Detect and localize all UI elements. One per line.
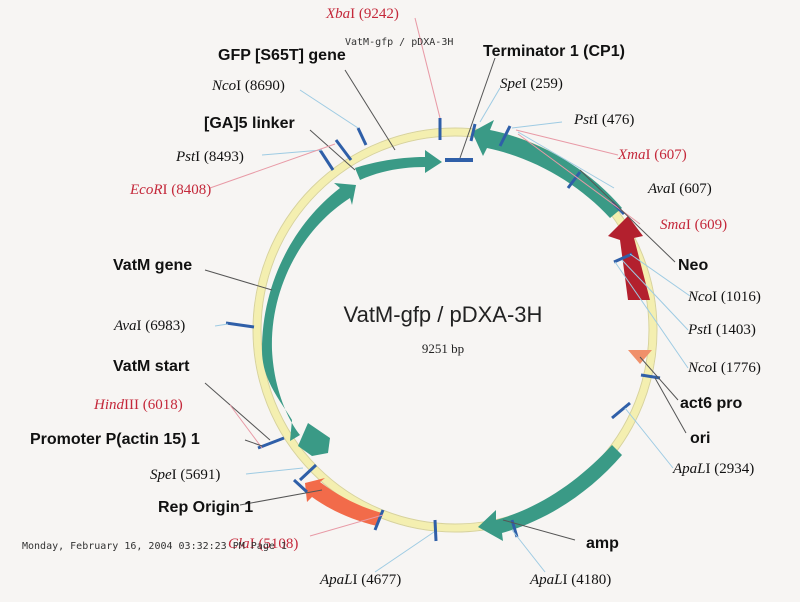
site-label-ncoi-8690: NcoI (8690): [211, 78, 285, 94]
plasmid-name: VatM-gfp / pDXA-3H: [344, 302, 543, 327]
site-ticks: [225, 118, 661, 542]
site-label-avai-607: AvaI (607): [647, 181, 712, 197]
map-header: VatM-gfp / pDXA-3H: [345, 37, 453, 48]
site-label-ecori: EcoRI (8408): [129, 182, 211, 198]
site-label-apali-4677: ApaLI (4677): [319, 572, 401, 588]
arc-top-right: [472, 120, 622, 218]
arc-terminator: [445, 158, 473, 162]
feature-label-promoter: Promoter P(actin 15) 1: [30, 431, 200, 448]
arc-gfp: [355, 150, 442, 180]
feature-label-neo: Neo: [678, 257, 708, 274]
site-label-ncoi-1016: NcoI (1016): [687, 289, 761, 305]
feature-arcs: [262, 120, 652, 541]
plasmid-backbone: [253, 128, 657, 532]
site-label-clai: ClaI (5108): [228, 536, 298, 552]
site-label-spei-5691: SpeI (5691): [150, 467, 220, 483]
feature-label-vatm-gene: VatM gene: [113, 257, 192, 274]
site-label-xbai: XbaI (9242): [325, 6, 399, 22]
arc-rep: [305, 478, 382, 526]
site-label-smai: SmaI (609): [660, 217, 727, 233]
site-label-psti-476: PstI (476): [573, 112, 634, 128]
feature-label-amp: amp: [586, 535, 619, 552]
print-timestamp: Monday, February 16, 2004 03:32:23 PM Pa…: [22, 541, 287, 552]
feature-label-rep-origin: Rep Origin 1: [158, 499, 253, 516]
arc-amp: [478, 445, 622, 541]
site-label-psti-8493: PstI (8493): [175, 149, 244, 165]
feature-label-act6-pro: act6 pro: [680, 395, 742, 412]
plasmid-size: 9251 bp: [422, 341, 464, 356]
site-label-apali-2934: ApaLI (2934): [672, 461, 754, 477]
site-label-xmai: XmaI (607): [617, 147, 687, 163]
arc-start: [298, 423, 330, 456]
site-label-ncoi-1776: NcoI (1776): [687, 360, 761, 376]
leader-lines: [204, 17, 691, 573]
arc-vatm: [262, 183, 356, 441]
site-label-apali-4180: ApaLI (4180): [529, 572, 611, 588]
feature-label-terminator: Terminator 1 (CP1): [483, 43, 625, 60]
feature-label-gfp: GFP [S65T] gene: [218, 47, 346, 64]
feature-label-ga5-linker: [GA]5 linker: [204, 115, 295, 132]
feature-label-ori: ori: [690, 430, 710, 447]
site-labels: XbaI (9242) SpeI (259) NcoI (8690) PstI …: [93, 6, 761, 588]
site-label-avai-6983: AvaI (6983): [113, 318, 185, 334]
site-label-spei-259: SpeI (259): [500, 76, 563, 92]
feature-label-vatm-start: VatM start: [113, 358, 190, 375]
site-label-hindiii: HindIII (6018): [93, 397, 183, 413]
site-label-psti-1403: PstI (1403): [687, 322, 756, 338]
